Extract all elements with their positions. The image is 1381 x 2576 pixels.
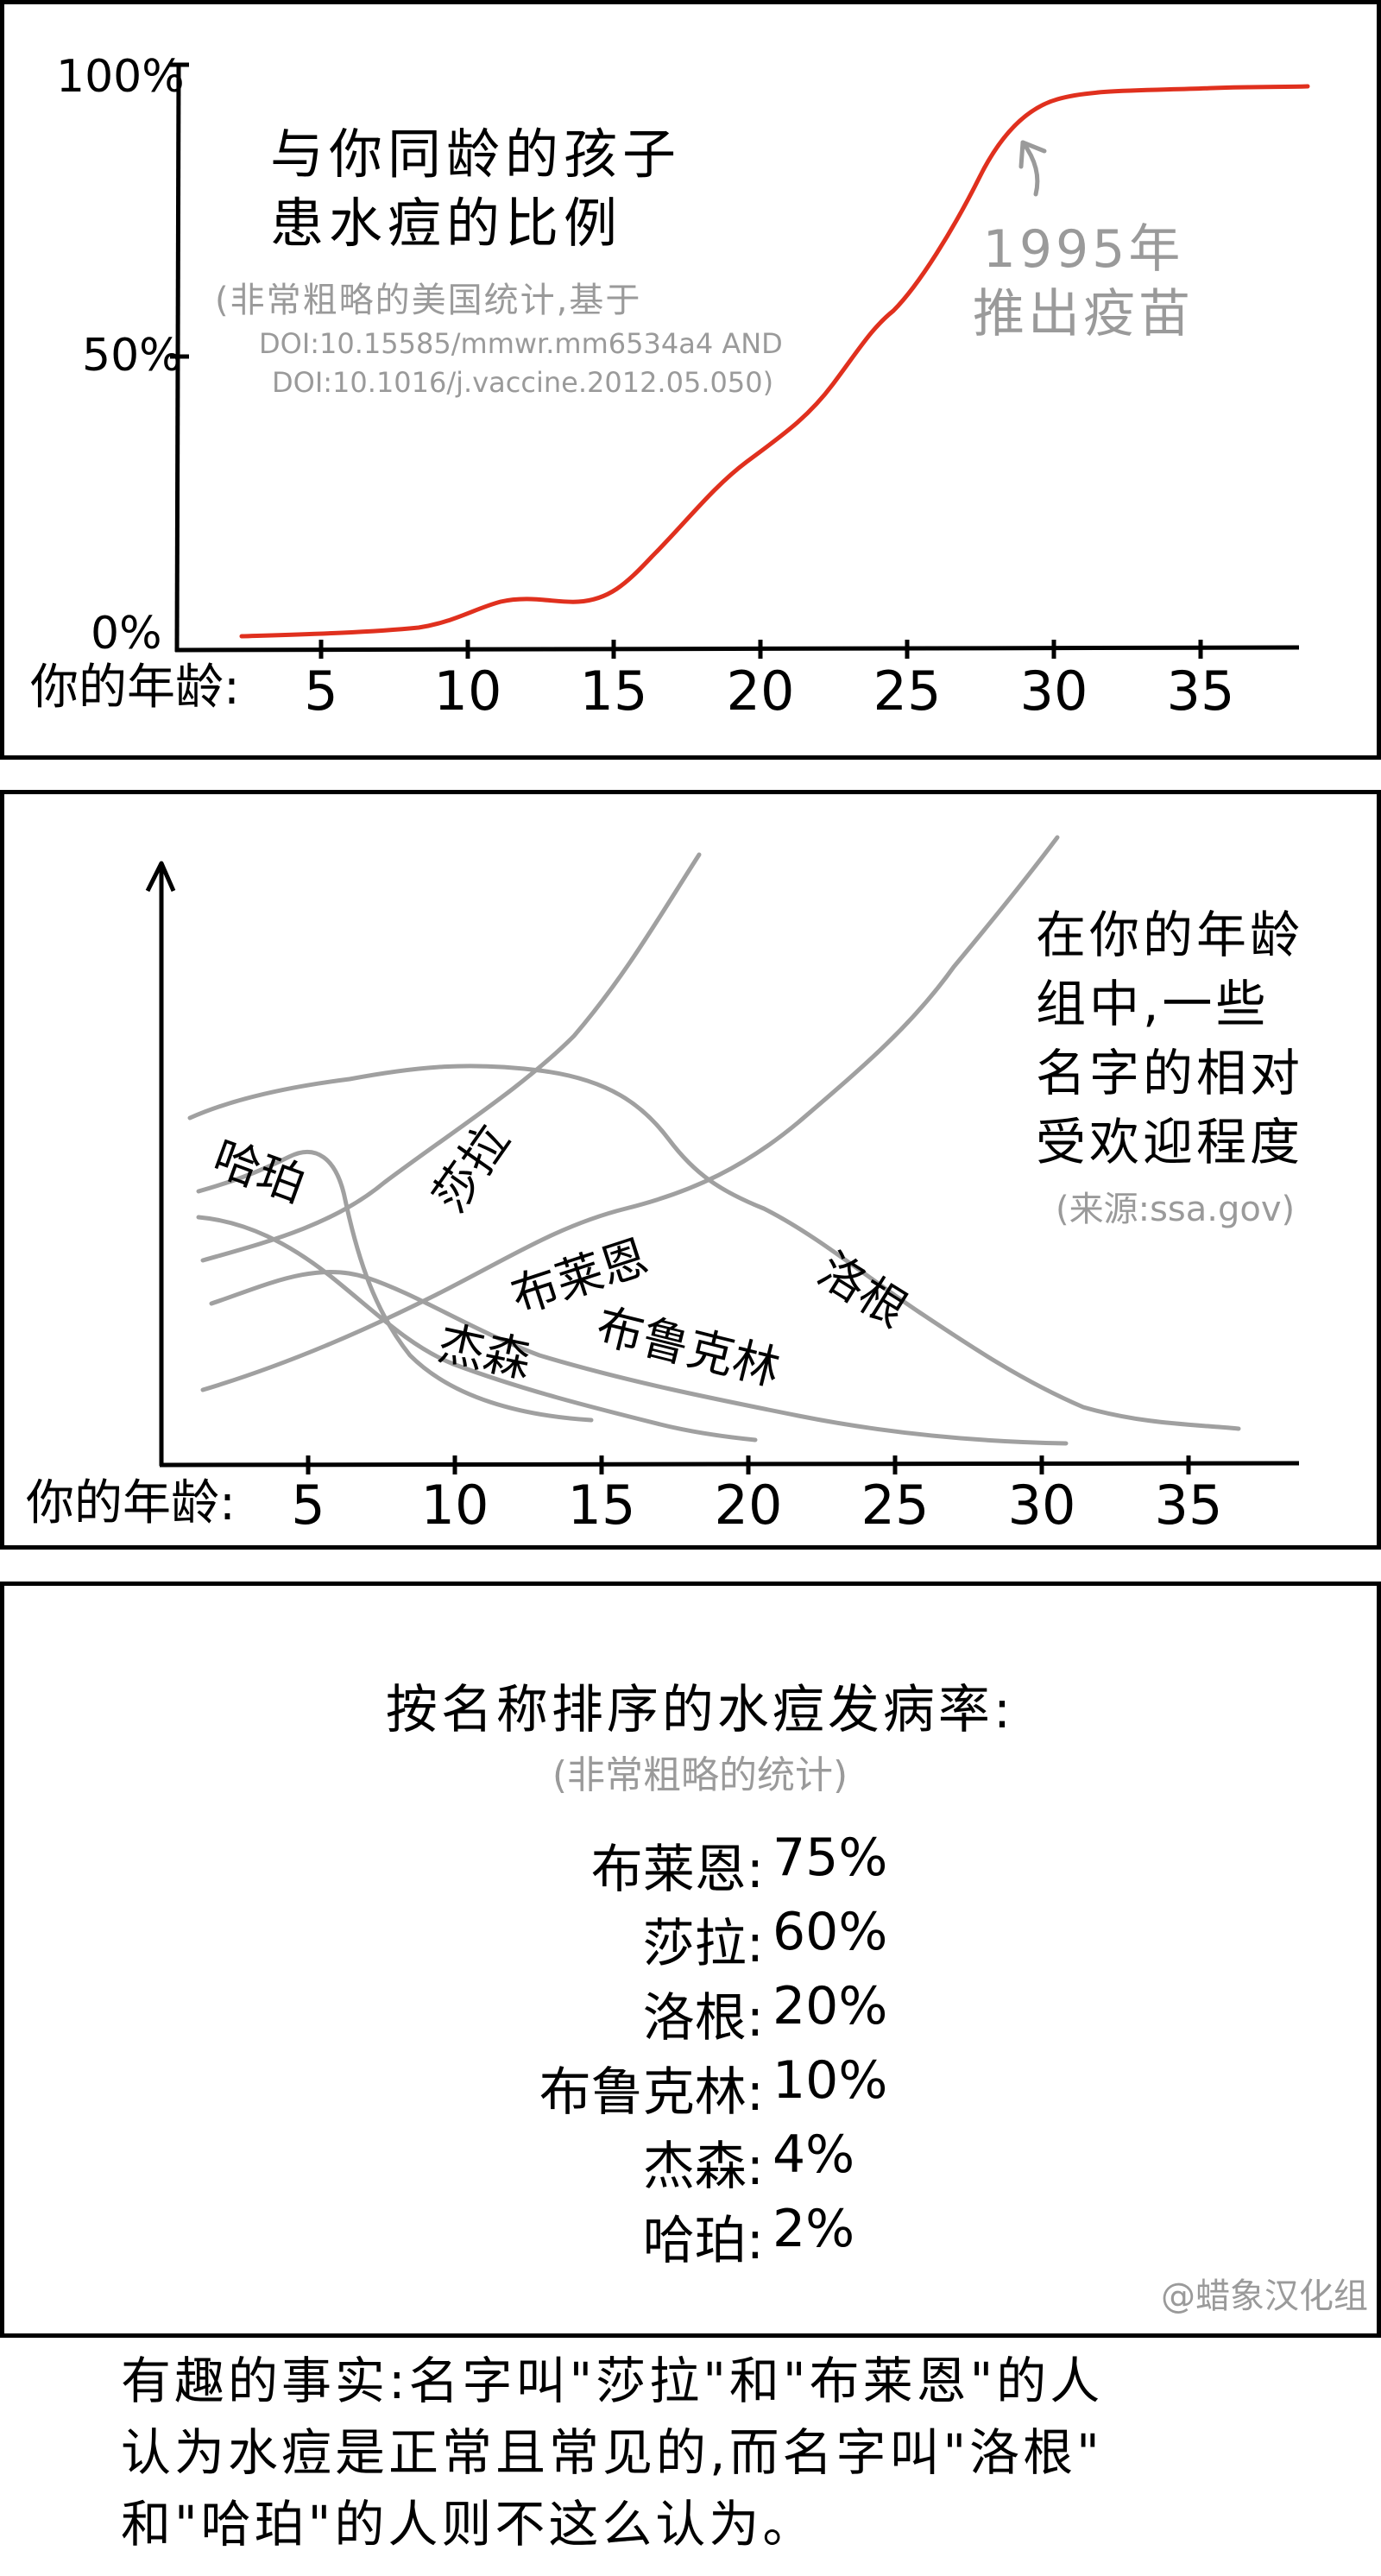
- x-tick-label-30: 30: [1019, 660, 1088, 723]
- x-axis-label: 你的年龄:: [26, 1475, 236, 1531]
- x-tick-marks: [318, 640, 1203, 659]
- stat-row-jason: 杰森: 4%: [4, 2125, 1381, 2197]
- x-tick-label-15: 15: [579, 660, 648, 723]
- stat-value: 75%: [772, 1828, 888, 1888]
- curve-jason: [196, 1215, 758, 1443]
- chickenpox-curve: [239, 84, 1310, 639]
- x-axis-label: 你的年龄:: [30, 660, 240, 716]
- x-tick-label-10: 10: [420, 1474, 489, 1537]
- stat-value: 2%: [772, 2199, 855, 2259]
- x-tick-label-25: 25: [873, 660, 942, 723]
- stat-name: 布鲁克林:: [539, 2062, 764, 2123]
- x-tick-label-20: 20: [726, 660, 795, 723]
- stat-value: 60%: [772, 1902, 888, 1962]
- curve-brian: [187, 1064, 1241, 1431]
- vaccine-annotation-line2: 推出疫苗: [973, 284, 1194, 344]
- curve-harper: [196, 1150, 594, 1423]
- stat-row-harper: 哈珀: 2%: [4, 2199, 1381, 2271]
- x-tick-label-25: 25: [861, 1474, 930, 1537]
- x-tick-label-5: 5: [291, 1474, 325, 1537]
- caption-line3: 和"哈珀"的人则不这么认为。: [121, 2495, 817, 2554]
- caption-line1: 有趣的事实:名字叫"莎拉"和"布莱恩"的人: [121, 2352, 1104, 2410]
- x-tick-label-35: 35: [1166, 660, 1235, 723]
- curve-sarah: [200, 852, 702, 1263]
- x-tick-marks: [306, 1455, 1191, 1474]
- chickenpox-rate-chart: [170, 62, 1310, 659]
- stat-name: 杰森:: [642, 2137, 764, 2197]
- caption-line2: 认为水痘是正常且常见的,而名字叫"洛根": [121, 2423, 1103, 2482]
- y-tick-label-0: 0%: [91, 608, 162, 660]
- stat-row-sarah: 莎拉: 60%: [4, 1902, 1381, 1974]
- stat-value: 4%: [772, 2125, 855, 2185]
- panel2-title-line4: 受欢迎程度: [1036, 1113, 1304, 1171]
- source-note-line1: (非常粗略的美国统计,基于: [215, 281, 642, 320]
- stat-value: 10%: [772, 2050, 888, 2111]
- x-tick-label-10: 10: [433, 660, 502, 723]
- stat-name: 莎拉:: [642, 1914, 764, 1974]
- stat-name: 哈珀:: [642, 2211, 764, 2271]
- x-tick-label-20: 20: [714, 1474, 783, 1537]
- source-note-line2: DOI:10.15585/mmwr.mm6534a4 AND: [259, 327, 783, 360]
- chickenpox-rate-panel: 100% 50% 0% 与你同龄的孩子 患水痘的比例 (非常粗略的美国统计,基于…: [0, 0, 1381, 760]
- rate-heading: 按名称排序的水痘发病率:: [385, 1680, 1015, 1740]
- stat-row-brian: 布莱恩: 75%: [4, 1828, 1381, 1900]
- x-axis: [174, 645, 1300, 653]
- source-note-line3: DOI:10.1016/j.vaccine.2012.05.050): [272, 366, 774, 399]
- panel2-source: (来源:ssa.gov): [1056, 1190, 1296, 1229]
- stat-name: 布莱恩:: [590, 1840, 764, 1900]
- name-popularity-chart: [145, 835, 1300, 1474]
- panel2-title-line2: 组中,一些: [1036, 975, 1270, 1033]
- name-popularity-panel: 哈珀 莎拉 布莱恩 洛根 杰森 布鲁克林 在你的年龄 组中,一些 名字的相对 受…: [0, 790, 1381, 1550]
- translator-credit: @蜡象汉化组: [1161, 2276, 1368, 2316]
- chart-title-line2: 患水痘的比例: [270, 192, 623, 255]
- stat-row-logan: 洛根: 20%: [4, 1976, 1381, 2049]
- y-tick-label-100: 100%: [56, 51, 185, 103]
- rate-by-name-panel: 按名称排序的水痘发病率: (非常粗略的统计) 布莱恩: 75% 莎拉: 60% …: [0, 1582, 1381, 2338]
- stat-value: 20%: [772, 1976, 888, 2036]
- curve-brooklyn: [209, 1269, 1069, 1446]
- annotation-arrowhead: [1018, 140, 1047, 169]
- stat-name: 洛根:: [642, 1988, 764, 2049]
- x-axis: [159, 1461, 1300, 1468]
- rate-subheading: (非常粗略的统计): [552, 1753, 848, 1797]
- x-tick-label-30: 30: [1007, 1474, 1076, 1537]
- panel2-title-line1: 在你的年龄: [1036, 906, 1304, 964]
- stat-row-brooklyn: 布鲁克林: 10%: [4, 2050, 1381, 2123]
- vaccine-annotation-line1: 1995年: [982, 219, 1184, 280]
- panel2-title-line3: 名字的相对: [1036, 1044, 1304, 1102]
- curve-logan: [200, 835, 1060, 1392]
- annotation-arrow: [1020, 140, 1040, 197]
- y-axis-arrowhead: [145, 861, 176, 893]
- x-tick-label-5: 5: [304, 660, 338, 723]
- y-tick-label-50: 50%: [82, 330, 182, 382]
- x-tick-label-35: 35: [1154, 1474, 1223, 1537]
- x-tick-label-15: 15: [567, 1474, 636, 1537]
- chart-title-line1: 与你同龄的孩子: [270, 123, 682, 186]
